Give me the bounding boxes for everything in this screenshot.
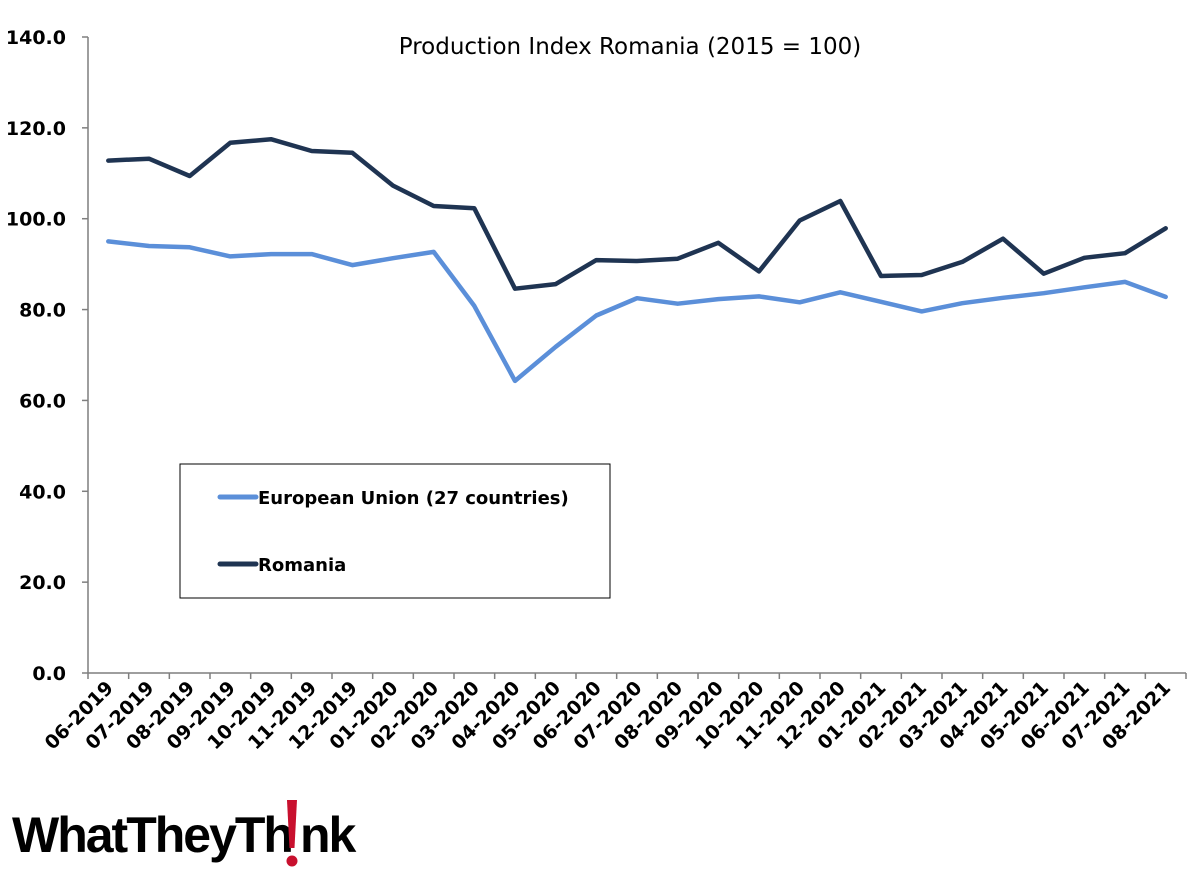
y-tick-label: 60.0 <box>19 390 66 412</box>
logo-text-part2: nk <box>300 807 357 863</box>
legend-box <box>179 463 611 599</box>
y-tick-label: 0.0 <box>32 663 66 685</box>
series-line-romania <box>106 136 1168 291</box>
series-layer <box>106 136 1168 384</box>
x-axis: 06-201907-201908-201909-201910-201911-20… <box>41 672 1187 754</box>
chart-title: Production Index Romania (2015 = 100) <box>399 34 861 60</box>
legend-label-romania: Romania <box>258 555 346 576</box>
legend-label-european-union-27-countries: European Union (27 countries) <box>258 488 569 509</box>
y-tick-label: 120.0 <box>6 118 66 140</box>
whattheythink-logo: WhatTheyTh nk <box>12 800 359 867</box>
logo-text-part1: WhatTheyTh <box>12 807 292 863</box>
y-axis: 0.0 20.0 40.0 60.0 80.0 100.0 120.0 140.0 <box>6 27 89 685</box>
logo-exclamation-bar <box>286 800 297 848</box>
y-tick-label: 40.0 <box>19 481 66 503</box>
logo-exclamation-dot <box>286 855 298 867</box>
y-tick-label: 20.0 <box>19 572 66 594</box>
y-tick-label: 140.0 <box>6 27 66 49</box>
y-tick-label: 80.0 <box>19 300 66 322</box>
legend: European Union (27 countries) Romania <box>179 463 611 599</box>
y-tick-label: 100.0 <box>6 209 66 231</box>
